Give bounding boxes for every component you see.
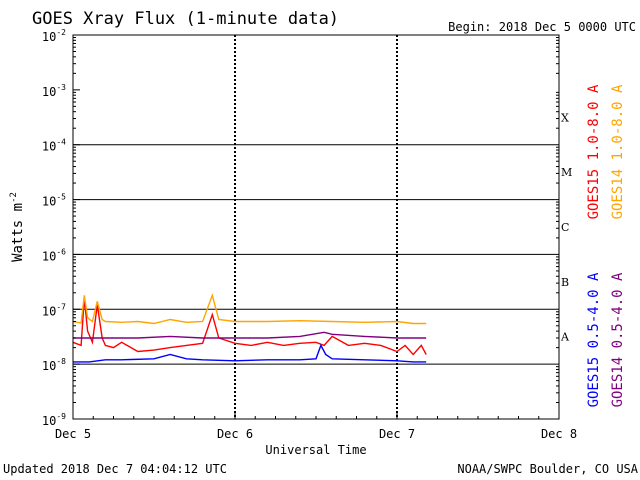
y-axis-label: Watts m-2 xyxy=(9,192,26,262)
x-tick-label: Dec 8 xyxy=(541,427,577,441)
legend-entry-1: GOES14 1.0-8.0 A xyxy=(610,84,626,219)
y-tick-label: 10-7 xyxy=(42,302,66,318)
chart-title: GOES Xray Flux (1-minute data) xyxy=(32,9,339,29)
y-tick-label: 10-4 xyxy=(42,138,66,154)
x-axis-label: Universal Time xyxy=(265,443,366,457)
series-layer xyxy=(72,292,427,363)
gridlines xyxy=(73,35,559,419)
x-tick-label: Dec 7 xyxy=(379,427,415,441)
updated-label: Updated 2018 Dec 7 04:04:12 UTC xyxy=(3,462,227,476)
y-axis: 10-2 10-3 10-4 10-5 10-6 10-7 10-8 10-9 xyxy=(42,28,559,428)
plot-frame xyxy=(72,34,560,420)
series-line-3 xyxy=(73,331,427,339)
begin-label: Begin: 2018 Dec 5 0000 UTC xyxy=(448,20,636,34)
flare-class-label-x: X xyxy=(561,111,569,124)
y-tick-label: 10-5 xyxy=(42,193,66,209)
x-tick-label: Dec 5 xyxy=(55,427,91,441)
y-tick-label: 10-2 xyxy=(42,28,66,44)
flare-class-label-a: A xyxy=(560,331,570,344)
series-line-0 xyxy=(72,298,427,356)
x-axis: Dec 5 Dec 6 Dec 7 Dec 8 xyxy=(55,412,577,441)
x-tick-label: Dec 6 xyxy=(217,427,253,441)
legend-entry-3: GOES14 0.5-4.0 A xyxy=(610,272,626,407)
flare-class-labels: X M C B A xyxy=(560,111,572,343)
y-tick-label: 10-6 xyxy=(42,247,66,263)
series-line-2 xyxy=(73,343,427,363)
series-line-1 xyxy=(72,292,427,325)
y-tick-label: 10-8 xyxy=(42,357,66,373)
flare-class-label-b: B xyxy=(561,276,569,289)
y-tick-label: 10-3 xyxy=(42,83,66,99)
flare-class-label-c: C xyxy=(561,221,569,234)
y-tick-label: 10-9 xyxy=(42,412,66,428)
legend-entry-0: GOES15 1.0-8.0 A xyxy=(586,84,602,219)
legend: GOES15 1.0-8.0 A GOES14 1.0-8.0 A GOES15 0… xyxy=(586,84,626,407)
flare-class-label-m: M xyxy=(561,166,572,179)
source-label: NOAA/SWPC Boulder, CO USA xyxy=(457,462,638,476)
legend-entry-2: GOES15 0.5-4.0 A xyxy=(586,272,602,407)
